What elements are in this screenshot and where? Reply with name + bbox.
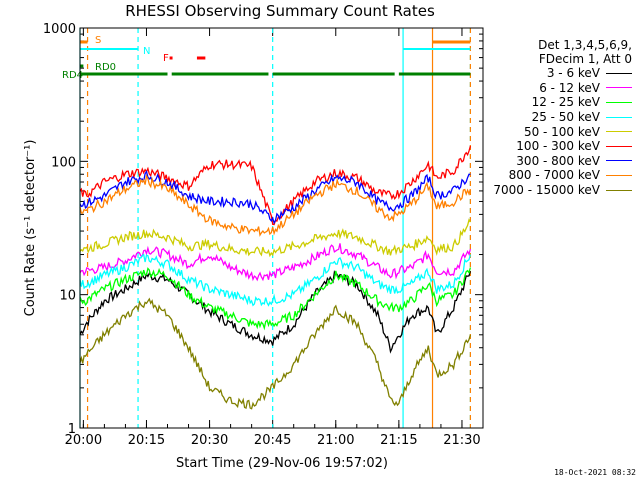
legend-label: 25 - 50 keV <box>531 110 600 125</box>
legend-label: 6 - 12 keV <box>539 80 600 95</box>
series-line-3to6keV <box>79 270 472 354</box>
legend-label: 3 - 6 keV <box>546 66 600 81</box>
chart-title: RHESSI Observing Summary Count Rates <box>125 2 435 20</box>
legend-swatch <box>606 72 632 74</box>
series-line-800to7000keV <box>79 173 472 237</box>
legend-item: 100 - 300 keV <box>472 139 632 154</box>
legend-swatch <box>606 116 632 118</box>
series-line-6to12keV <box>79 243 472 282</box>
legend-swatch <box>606 174 632 176</box>
series-line-50to100keV <box>79 218 471 258</box>
legend-swatch <box>606 145 632 147</box>
annotation-n: N <box>143 46 150 57</box>
series-line-25to50keV <box>79 253 472 307</box>
series-line-300to800keV <box>79 170 471 225</box>
legend-item: 50 - 100 keV <box>472 124 632 139</box>
legend-swatch <box>606 101 632 103</box>
legend-header-line-1: Det 1,3,4,5,6,9, <box>538 38 632 52</box>
legend-label: 7000 - 15000 keV <box>493 183 600 198</box>
series-line-7000to15000keV <box>79 297 472 410</box>
legend-swatch <box>606 160 632 162</box>
legend-item: 300 - 800 keV <box>472 154 632 169</box>
legend-label: 12 - 25 keV <box>531 95 600 110</box>
y-tick-label: 1000 <box>43 22 76 37</box>
legend-label: 100 - 300 keV <box>516 139 600 154</box>
legend-label: 800 - 7000 keV <box>508 168 600 183</box>
annotation-f: F <box>163 53 169 64</box>
y-axis-label: Count Rate (s⁻¹ detector⁻¹) <box>23 140 38 317</box>
legend-swatch <box>606 131 632 133</box>
x-tick-label: 20:00 <box>65 433 102 448</box>
legend-item: 800 - 7000 keV <box>472 168 632 183</box>
timestamp: 18-Oct-2021 08:32 <box>554 468 636 477</box>
legend: Det 1,3,4,5,6,9, FDecim 1, Att 0 3 - 6 k… <box>472 38 632 197</box>
legend-item: 3 - 6 keV <box>472 66 632 81</box>
x-axis-label: Start Time (29-Nov-06 19:57:02) <box>176 456 388 471</box>
legend-swatch <box>606 189 632 191</box>
x-tick-label: 21:30 <box>443 433 480 448</box>
legend-label: 300 - 800 keV <box>516 153 600 168</box>
y-tick-label: 10 <box>59 289 76 304</box>
x-tick-label: 21:15 <box>380 433 417 448</box>
legend-item: 6 - 12 keV <box>472 81 632 96</box>
y-tick-label: 100 <box>51 155 76 170</box>
legend-swatch <box>606 87 632 89</box>
legend-label: 50 - 100 keV <box>523 124 600 139</box>
annotation-rd4: RD4 <box>62 70 83 81</box>
x-tick-label: 21:00 <box>317 433 354 448</box>
annotation-rd0: RD0 <box>95 62 116 73</box>
x-tick-label: 20:45 <box>254 433 291 448</box>
x-tick-label: 20:30 <box>191 433 228 448</box>
legend-item: 7000 - 15000 keV <box>472 183 632 198</box>
legend-header-line-2: FDecim 1, Att 0 <box>538 52 632 66</box>
y-tick-label: 1 <box>68 422 76 437</box>
annotation-s: S <box>95 35 101 46</box>
legend-item: 25 - 50 keV <box>472 110 632 125</box>
plot-frame <box>79 27 484 429</box>
x-tick-label: 20:15 <box>128 433 165 448</box>
legend-item: 12 - 25 keV <box>472 95 632 110</box>
series-line-12to25keV <box>79 267 472 331</box>
